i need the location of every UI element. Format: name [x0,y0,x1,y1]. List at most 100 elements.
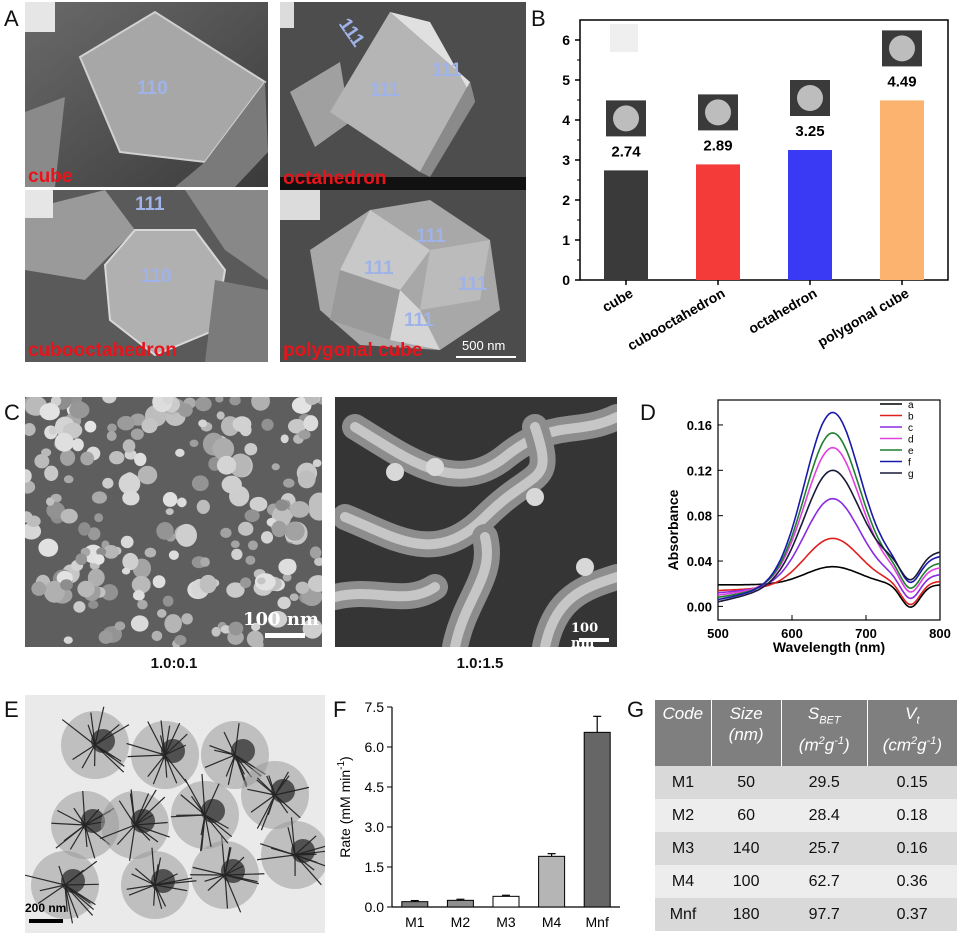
particle [174,635,187,646]
series-line-g [717,469,941,603]
x-tick-label: 700 [855,626,877,641]
x-axis-label: Wavelength (nm) [773,639,885,655]
nanotube-highlight [540,572,617,647]
particle [199,574,217,594]
particle [307,575,322,592]
particle [308,492,322,516]
shape-label-octahedron: octahedron [283,168,387,189]
panel-letter-g: G [627,697,645,722]
series-line-b [717,537,941,606]
table-cell: 0.18 [896,806,928,824]
thumbnail-shape [889,35,915,62]
particle [302,618,322,639]
y-tick-label: 7.5 [365,699,385,715]
legend-label: e [908,446,914,457]
panel-letter-c: C [4,400,20,425]
nanoflower-petal [128,884,156,896]
x-tick-label: cube [599,285,635,315]
sem-image-ratio-0-1: 100 nm [25,397,322,647]
inset-placeholder [610,24,638,52]
tem-image: 200 nm [25,695,325,933]
particle [46,501,65,519]
series-line-c [717,497,941,600]
particle [164,614,182,634]
particle [137,599,148,610]
table-cell: 100 [732,872,760,890]
particle [38,538,59,557]
table-cell: 62.7 [808,872,840,890]
particle [44,465,59,481]
y-axis-label-main: Rate (mM min [337,770,353,858]
particle [298,429,311,440]
series-line-e [717,432,941,599]
particle [43,580,65,603]
particle [25,522,42,540]
particle [48,426,57,435]
chart-b-morphology-bars: 0 1 2 3 4 5 6 2.74 cube 2.89 cubooctahedron 3.25 oct… [562,19,949,353]
particle [157,609,167,618]
particle [309,546,322,559]
col-size: Size (nm) [710,700,782,766]
x-tick-label: 600 [781,626,803,641]
nanoflower-core [151,869,175,893]
particle [103,544,119,559]
table-cell: 97.7 [808,905,840,923]
particle [31,581,47,596]
particle [576,558,594,576]
table-cell: M3 [671,839,695,857]
particle [96,547,107,557]
x-tick-label: M1 [405,914,425,930]
nanoflower-core [91,729,115,753]
facet-label: 111 [370,80,400,101]
facet-label: 111 [135,194,165,215]
table-row: M1 50 29.5 0.15 [655,766,957,799]
table-cell: M1 [671,773,695,791]
nanoflower-petal [81,744,96,769]
particle [156,521,174,540]
particle [69,401,90,419]
particle [247,540,258,551]
particle [295,581,310,595]
y-tick-label: 1 [562,232,570,248]
particle [303,415,319,432]
nanoflower-petal [126,884,156,890]
bar [788,150,832,280]
particle [220,527,232,539]
particle [59,449,76,466]
panel-letter-d: D [640,400,656,425]
table-cell: 180 [732,905,760,923]
y-tick-label: 0.12 [687,463,712,478]
particle [238,521,254,536]
particle [198,419,208,428]
x-tick-label: 500 [707,626,729,641]
nanoflower-core [61,869,85,893]
particle [526,488,544,506]
particle [249,496,268,512]
nanoflower-petal [126,742,166,756]
x-tick-label: 800 [929,626,951,641]
y-axis-label: Rate (mM min-1) [336,756,353,857]
nanoflower-core [201,799,225,823]
bar-inset-thumbnail [606,100,646,137]
shape-label-cubooctahedron: cubooctahedron [28,340,177,361]
particle [287,418,306,434]
particle [130,615,149,632]
plot-frame [717,399,941,621]
table-cell: 0.36 [896,872,928,890]
bar [604,170,648,280]
particle [114,621,126,631]
y-tick-label: 4.5 [365,779,385,795]
particle [232,416,252,433]
particle [226,582,245,598]
table-row: Mnf 180 97.7 0.37 [655,898,957,931]
bar-inset-thumbnail [882,30,922,67]
nanoflower-petal [57,809,86,826]
particle [25,469,32,483]
nanoflower-petal [152,754,166,785]
particle [165,508,174,515]
particle [245,555,256,565]
table-cell: 0.37 [896,905,928,923]
chart-f-rate-bars: 0.0 1.5 3.0 4.5 6.0 7.5 Rate (mM min-1) M1 M2 M3 M… [336,699,620,930]
legend-label: c [908,423,913,434]
nanoflower-petal [227,754,236,785]
